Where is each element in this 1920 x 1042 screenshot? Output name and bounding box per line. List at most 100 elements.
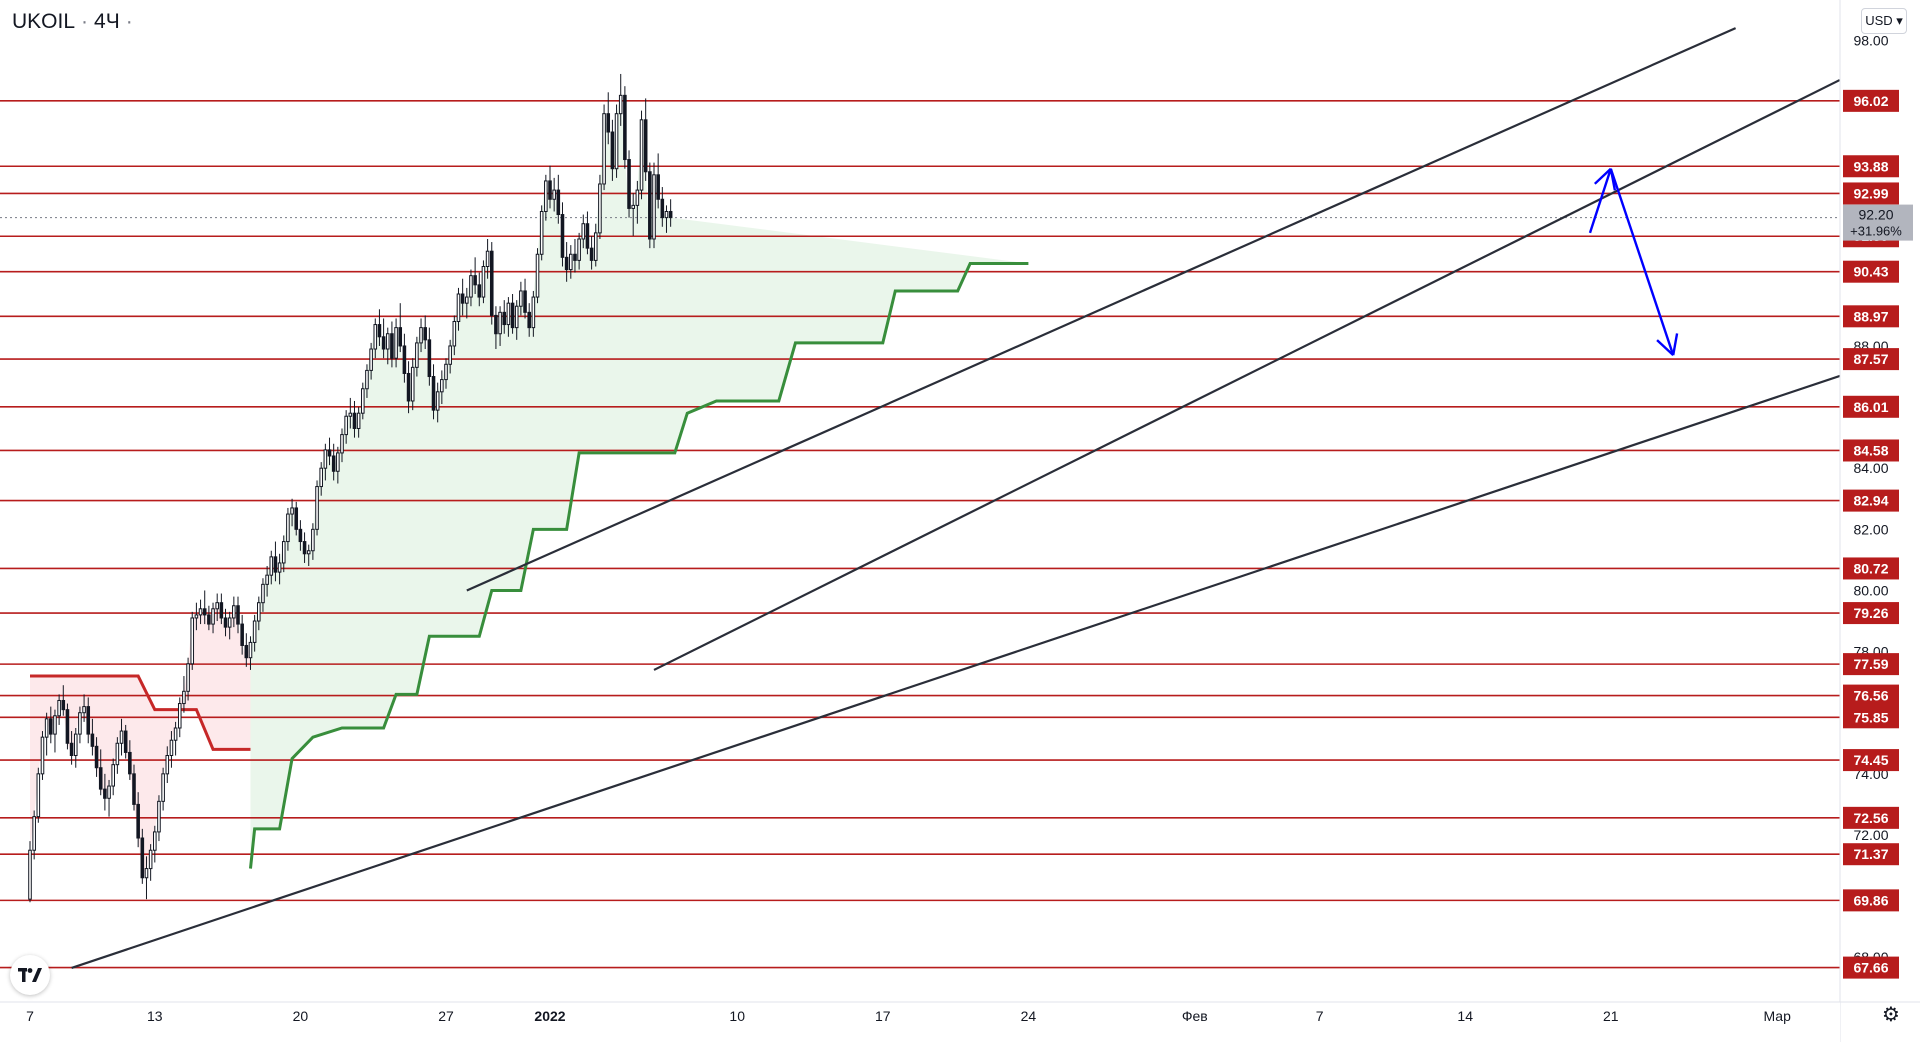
candle[interactable] (556, 174, 561, 224)
symbol-title[interactable]: UKOIL · 4Ч · (12, 10, 139, 34)
price-level-label[interactable]: 72.56 (1843, 806, 1899, 829)
candle[interactable] (652, 162, 656, 249)
candle[interactable] (306, 544, 311, 567)
candle[interactable] (28, 841, 32, 903)
candle[interactable] (610, 119, 615, 181)
candle[interactable] (207, 605, 211, 631)
candle[interactable] (294, 501, 299, 536)
candle[interactable] (140, 828, 145, 884)
candle[interactable] (198, 599, 203, 625)
candle[interactable] (639, 110, 644, 200)
candle[interactable] (211, 602, 215, 634)
candle[interactable] (381, 318, 386, 359)
price-level-label[interactable]: 88.97 (1843, 305, 1899, 328)
candle[interactable] (369, 342, 373, 380)
candle[interactable] (598, 174, 602, 239)
candle[interactable] (435, 382, 440, 423)
candle[interactable] (161, 767, 165, 811)
supertrend-up-line[interactable] (248, 261, 1029, 869)
candle[interactable] (69, 731, 74, 765)
candle[interactable] (136, 792, 140, 848)
price-level-label[interactable]: 87.57 (1843, 348, 1899, 371)
candle[interactable] (427, 327, 432, 386)
candle[interactable] (656, 153, 660, 209)
candle[interactable] (373, 318, 378, 359)
price-level-label[interactable]: 92.99 (1843, 182, 1899, 205)
candle[interactable] (668, 199, 673, 227)
candle[interactable] (182, 676, 186, 713)
candle[interactable] (177, 697, 182, 738)
price-level-label[interactable]: 93.88 (1843, 155, 1899, 178)
trend-channel-line[interactable] (653, 79, 1841, 671)
candle[interactable] (277, 553, 282, 585)
candle[interactable] (290, 498, 294, 527)
candle[interactable] (236, 596, 240, 634)
candle[interactable] (281, 535, 286, 573)
candle[interactable] (240, 614, 244, 655)
candle[interactable] (581, 214, 586, 249)
candle[interactable] (385, 327, 390, 365)
candle[interactable] (107, 779, 111, 817)
candle[interactable] (377, 309, 382, 346)
candle[interactable] (448, 339, 452, 374)
candle[interactable] (315, 480, 319, 536)
candle[interactable] (44, 712, 49, 756)
candle[interactable] (327, 437, 332, 466)
candle[interactable] (269, 550, 274, 585)
candle[interactable] (227, 611, 232, 640)
candle[interactable] (202, 590, 207, 625)
candle[interactable] (643, 98, 648, 181)
candle[interactable] (614, 104, 619, 178)
candle[interactable] (510, 294, 515, 334)
candle[interactable] (190, 611, 195, 670)
candle[interactable] (577, 232, 581, 270)
candle[interactable] (469, 269, 473, 307)
candle[interactable] (53, 709, 57, 753)
candle[interactable] (573, 238, 577, 273)
candle[interactable] (593, 223, 598, 267)
candle[interactable] (415, 336, 419, 377)
candle[interactable] (531, 290, 536, 337)
candle[interactable] (111, 758, 115, 796)
candle[interactable] (514, 300, 519, 340)
candle[interactable] (153, 825, 157, 863)
candle[interactable] (302, 532, 307, 563)
candle[interactable] (215, 593, 219, 622)
candle[interactable] (186, 657, 190, 701)
candle[interactable] (398, 303, 403, 353)
price-level-label[interactable]: 82.94 (1843, 489, 1899, 512)
candle[interactable] (40, 731, 45, 780)
candle[interactable] (648, 162, 652, 249)
candle[interactable] (319, 462, 323, 496)
candle[interactable] (623, 86, 627, 169)
candle[interactable] (78, 706, 82, 744)
candle[interactable] (664, 205, 669, 233)
trend-channel-line[interactable] (466, 27, 1737, 592)
price-level-label[interactable]: 69.86 (1843, 889, 1899, 912)
candle[interactable] (119, 718, 124, 756)
candle[interactable] (103, 773, 107, 811)
candle[interactable] (132, 764, 136, 811)
candle[interactable] (165, 746, 170, 784)
candle[interactable] (627, 150, 631, 218)
supertrend-down-line[interactable] (30, 674, 251, 751)
candle[interactable] (444, 358, 448, 389)
candle[interactable] (477, 272, 482, 307)
candle[interactable] (356, 407, 361, 438)
candle[interactable] (348, 397, 353, 429)
candle[interactable] (585, 211, 590, 255)
candle[interactable] (440, 370, 444, 405)
candle[interactable] (252, 614, 257, 652)
candle[interactable] (128, 740, 132, 780)
candle[interactable] (489, 242, 494, 325)
price-level-label[interactable]: 86.01 (1843, 395, 1899, 418)
interval-label[interactable]: 4Ч (94, 10, 120, 33)
candle[interactable] (323, 443, 328, 481)
candle[interactable] (73, 727, 78, 768)
price-level-label[interactable]: 67.66 (1843, 956, 1899, 979)
gear-icon[interactable]: ⚙ (1882, 1004, 1900, 1026)
candle[interactable] (244, 633, 249, 667)
candle[interactable] (344, 410, 348, 444)
candle[interactable] (98, 749, 103, 796)
